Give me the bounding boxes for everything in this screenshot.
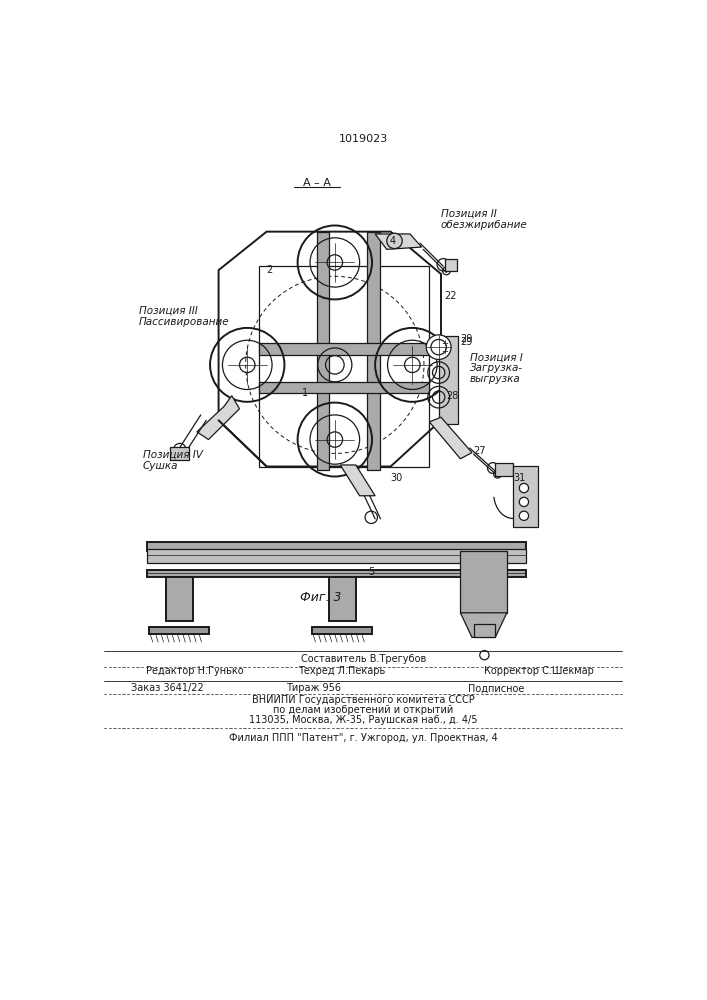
Polygon shape: [375, 234, 421, 249]
Polygon shape: [495, 463, 513, 476]
Text: 22: 22: [444, 291, 457, 301]
Text: 4: 4: [389, 236, 395, 246]
Bar: [146, 570, 526, 577]
Text: Позиция III: Позиция III: [139, 306, 197, 316]
Text: Подписное: Подписное: [468, 683, 525, 693]
Text: Составитель В.Трегубов: Составитель В.Трегубов: [301, 654, 426, 664]
Text: Филиал ППП "Патент", г. Ужгород, ул. Проектная, 4: Филиал ППП "Патент", г. Ужгород, ул. Про…: [229, 733, 498, 743]
Text: выгрузка: выгрузка: [469, 374, 520, 384]
Circle shape: [519, 483, 529, 493]
Text: Сушка: Сушка: [143, 461, 178, 471]
Text: Корректор С.Шекмар: Корректор С.Шекмар: [484, 666, 593, 676]
Bar: [317, 232, 329, 470]
Bar: [149, 627, 209, 634]
Bar: [259, 343, 429, 355]
Bar: [259, 266, 429, 466]
Polygon shape: [170, 447, 189, 460]
Text: 5: 5: [368, 567, 375, 577]
Polygon shape: [460, 613, 507, 637]
Text: Позиция II: Позиция II: [441, 209, 497, 219]
Text: Позиция I: Позиция I: [469, 352, 522, 362]
Text: 31: 31: [513, 473, 525, 483]
Circle shape: [426, 335, 451, 359]
Polygon shape: [429, 417, 472, 459]
Text: 27: 27: [474, 446, 486, 456]
Text: 2: 2: [266, 265, 272, 275]
Text: 113035, Москва, Ж-35, Раушская наб., д. 4/5: 113035, Москва, Ж-35, Раушская наб., д. …: [250, 715, 478, 725]
Text: по делам изобретений и открытий: по делам изобретений и открытий: [274, 705, 454, 715]
Text: ВНИИПИ Государственного комитета СССР: ВНИИПИ Государственного комитета СССР: [252, 695, 475, 705]
Bar: [329, 577, 356, 620]
Text: 29: 29: [460, 334, 473, 344]
Polygon shape: [340, 465, 375, 496]
Bar: [312, 627, 372, 634]
Text: 29: 29: [460, 337, 473, 347]
Text: Пассивирование: Пассивирование: [139, 317, 229, 327]
Text: +: +: [441, 339, 448, 348]
Bar: [146, 542, 526, 551]
Text: Загрузка-: Загрузка-: [469, 363, 522, 373]
Polygon shape: [445, 259, 457, 271]
Polygon shape: [197, 396, 240, 440]
Bar: [368, 232, 380, 470]
Bar: [166, 577, 193, 620]
Circle shape: [387, 233, 402, 249]
Bar: [146, 549, 526, 563]
Text: 30: 30: [391, 473, 403, 483]
Bar: [259, 382, 429, 393]
Text: Редактор Н.Гунько: Редактор Н.Гунько: [146, 666, 244, 676]
Bar: [460, 551, 507, 613]
Text: Тираж 956: Тираж 956: [286, 683, 341, 693]
Text: 1019023: 1019023: [339, 134, 388, 144]
Text: А – А: А – А: [303, 178, 331, 188]
Text: Фиг. 3: Фиг. 3: [300, 591, 341, 604]
Text: Техред Л.Пекарь: Техред Л.Пекарь: [298, 666, 385, 676]
Bar: [438, 336, 458, 424]
Text: 28: 28: [446, 391, 459, 401]
Text: 1: 1: [303, 388, 308, 398]
Bar: [513, 466, 538, 527]
Circle shape: [519, 497, 529, 507]
Text: Заказ 3641/22: Заказ 3641/22: [131, 683, 204, 693]
Circle shape: [519, 511, 529, 520]
Text: Позиция IV: Позиция IV: [143, 450, 202, 460]
Text: обезжирибание: обезжирибание: [441, 220, 527, 230]
Bar: [474, 624, 495, 637]
Text: +: +: [441, 347, 448, 356]
